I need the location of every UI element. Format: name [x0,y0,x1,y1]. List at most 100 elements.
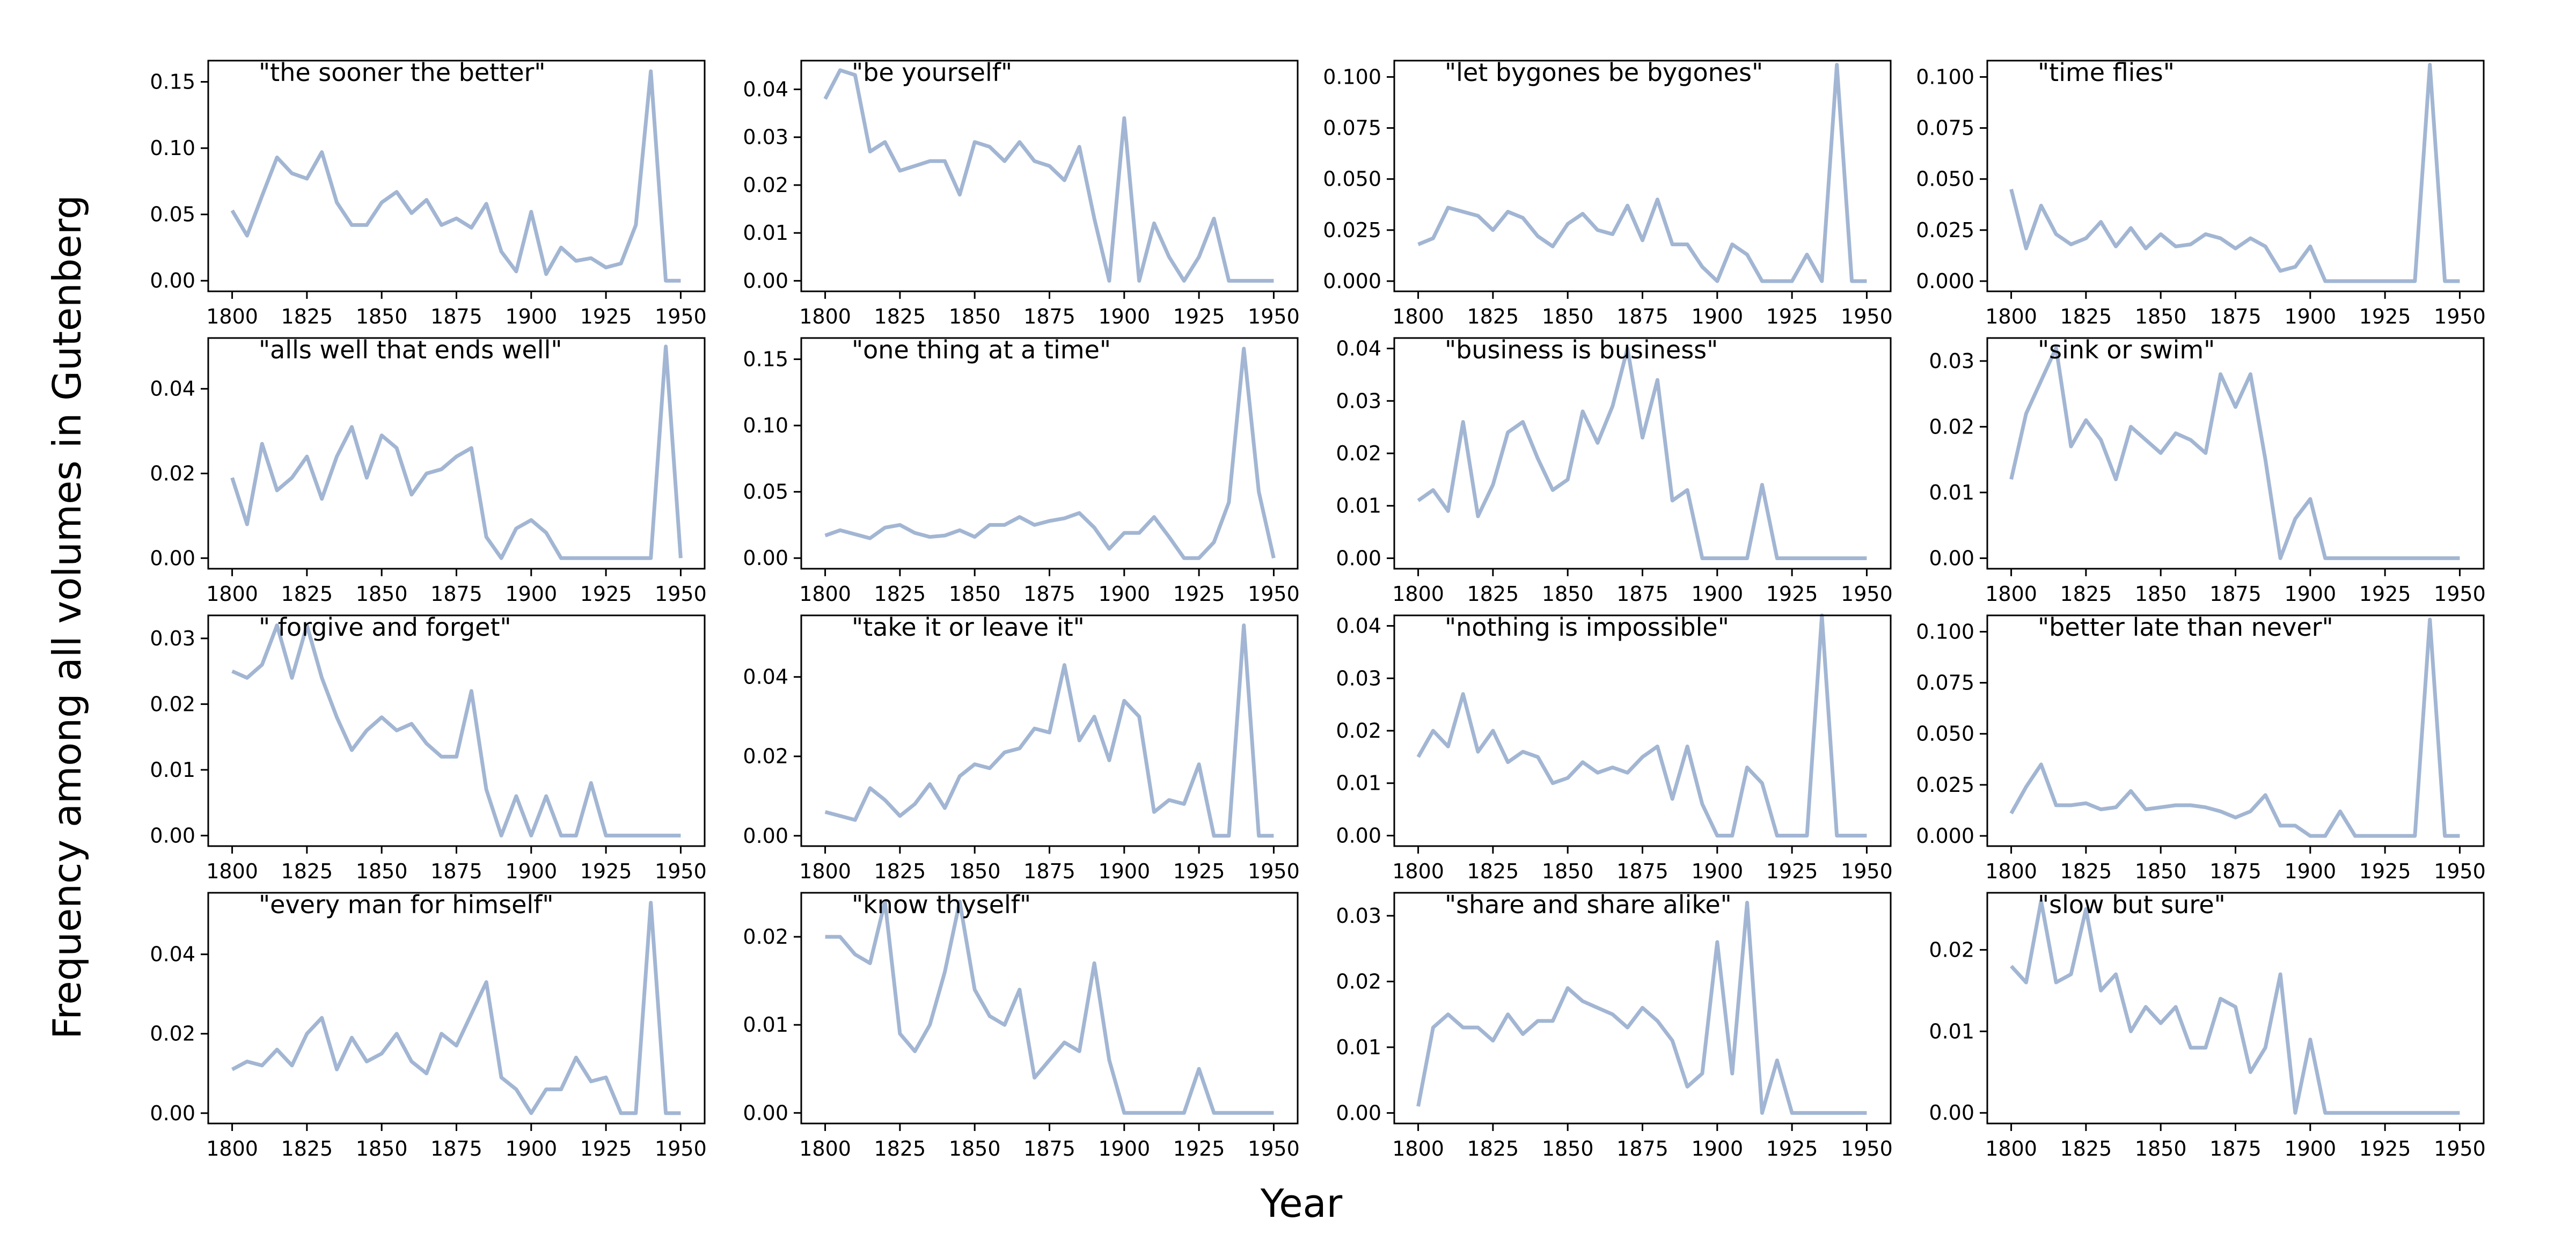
y-tick-label: 0.025 [1323,218,1381,242]
x-tick-label: 1925 [1766,305,1818,328]
y-tick-label: 0.03 [1336,904,1381,928]
y-tick-label: 0.04 [1336,337,1381,361]
y-tick-label: 0.03 [150,627,195,650]
subplot-title: " forgive and forget" [259,613,511,642]
y-tick-label: 0.00 [150,824,195,847]
x-tick-label: 1900 [1098,582,1150,606]
x-tick-label: 1850 [949,860,1001,883]
x-tick-label: 1950 [2434,582,2486,606]
x-tick-label: 1875 [1616,1137,1668,1160]
subplot-title: "alls well that ends well" [259,335,562,364]
y-tick-label: 0.00 [743,824,788,848]
y-tick-label: 0.01 [743,221,788,245]
subplot-title: "slow but sure" [2038,890,2226,919]
series-line [230,69,681,283]
x-tick-label: 1850 [356,305,408,328]
y-tick-label: 0.075 [1323,116,1381,140]
axes-frame [1393,60,1892,292]
subplot-15: 1800 1825 1850 1875 1900 1925 1950 0.00 0.01 0.02… [1336,890,1892,1160]
axes-frame [1986,60,2485,292]
y-tick-label: 0.03 [1336,666,1381,690]
series-line [2009,346,2460,560]
x-tick-label: 1950 [1841,860,1893,883]
x-tick-label: 1850 [949,1137,1001,1160]
x-tick-label: 1925 [1766,860,1818,883]
x-tick-label: 1900 [1098,860,1150,883]
y-tick-label: 0.00 [1929,546,1974,570]
subplot-4: 1800 1825 1850 1875 1900 1925 1950 0.000 0.025 0.… [1916,58,2486,328]
subplot-title: "the sooner the better" [259,58,546,87]
y-tick-label: 0.025 [1916,773,1974,797]
y-tick-label: 0.02 [1929,415,1974,438]
x-tick-label: 1850 [1542,305,1594,328]
subplot-7: 1800 1825 1850 1875 1900 1925 1950 0.00 0.01 0.02… [1336,335,1892,606]
x-tick-label: 1950 [1248,582,1300,606]
x-tick-label: 1925 [1173,860,1225,883]
x-tick-label: 1950 [2434,1137,2486,1160]
y-tick-label: 0.100 [1916,620,1974,643]
x-tick-label: 1800 [206,1137,258,1160]
x-tick-label: 1800 [1985,860,2037,883]
y-tick-label: 0.100 [1916,65,1974,89]
y-tick-label: 0.03 [1336,389,1381,413]
y-tick-label: 0.02 [1336,969,1381,993]
x-tick-label: 1800 [206,860,258,883]
y-tick-label: 0.05 [743,480,788,504]
x-tick-label: 1900 [2284,860,2336,883]
x-tick-label: 1925 [580,1137,632,1160]
x-tick-label: 1875 [1023,1137,1075,1160]
figure-ylabel: Frequency among all volumes in Gutenberg [45,195,90,1039]
x-tick-label: 1900 [505,860,557,883]
x-tick-label: 1875 [2209,1137,2262,1160]
x-tick-label: 1925 [2359,305,2411,328]
subplot-title: "nothing is impossible" [1445,613,1729,642]
x-tick-label: 1875 [2209,305,2262,328]
y-tick-label: 0.00 [1336,1101,1381,1125]
y-tick-label: 0.15 [743,348,788,371]
x-tick-label: 1950 [2434,305,2486,328]
subplot-12: 1800 1825 1850 1875 1900 1925 1950 0.000 0.025 0.… [1916,613,2486,883]
series-line [823,68,1274,283]
y-tick-label: 0.00 [743,1101,788,1125]
x-tick-label: 1875 [2209,860,2262,883]
x-tick-label: 1800 [1985,305,2037,328]
subplot-title: "know thyself" [852,890,1031,919]
y-tick-label: 0.00 [1336,546,1381,570]
subplot-13: 1800 1825 1850 1875 1900 1925 1950 0.00 0.02 0.04… [150,890,706,1160]
x-tick-label: 1950 [1248,860,1300,883]
x-tick-label: 1900 [505,305,557,328]
x-tick-label: 1875 [2209,582,2262,606]
x-tick-label: 1950 [1248,305,1300,328]
subplot-9: 1800 1825 1850 1875 1900 1925 1950 0.00 0.01 0.02… [150,613,706,883]
y-tick-label: 0.01 [743,1013,788,1037]
x-tick-label: 1825 [1467,305,1519,328]
subplot-5: 1800 1825 1850 1875 1900 1925 1950 0.00 0.02 0.04… [150,335,706,606]
series-line [1416,900,1867,1115]
x-tick-label: 1800 [206,582,258,606]
y-tick-label: 0.02 [1336,719,1381,743]
y-tick-label: 0.01 [1929,1019,1974,1043]
x-tick-label: 1875 [430,860,482,883]
y-tick-label: 0.00 [743,269,788,292]
subplot-2: 1800 1825 1850 1875 1900 1925 1950 0.00 0.01 0.02… [743,58,1299,328]
subplot-grid: 1800 1825 1850 1875 1900 1925 1950 0.00 0.05 0.10… [150,58,2485,1160]
x-tick-label: 1925 [580,860,632,883]
y-tick-label: 0.01 [150,758,195,782]
y-tick-label: 0.15 [150,70,195,94]
y-tick-label: 0.03 [1929,349,1974,373]
subplot-title: "time flies" [2038,58,2175,87]
y-tick-label: 0.000 [1323,269,1381,293]
x-tick-label: 1950 [655,1137,707,1160]
x-tick-label: 1875 [1023,305,1075,328]
y-tick-label: 0.050 [1323,167,1381,191]
x-tick-label: 1825 [1467,582,1519,606]
y-tick-label: 0.00 [743,546,788,570]
y-tick-label: 0.02 [150,1022,195,1046]
figure-xlabel: Year [1260,1181,1343,1226]
x-tick-label: 1800 [799,1137,851,1160]
x-tick-label: 1825 [2060,582,2112,606]
subplot-3: 1800 1825 1850 1875 1900 1925 1950 0.000 0.025 0.… [1323,58,1893,328]
y-tick-label: 0.000 [1916,269,1974,293]
x-tick-label: 1900 [1098,305,1150,328]
